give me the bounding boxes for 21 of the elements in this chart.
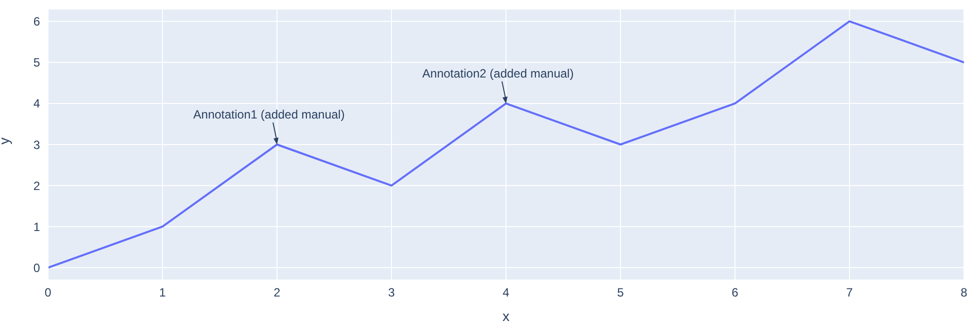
- x-tick-label: 0: [44, 286, 52, 300]
- x-tick-label: 1: [159, 286, 166, 300]
- y-tick-label: 0: [33, 260, 40, 275]
- x-axis-title: x: [502, 308, 510, 323]
- y-tick-label: 4: [33, 96, 40, 111]
- x-tick-label: 4: [502, 286, 510, 300]
- x-tick-label: 5: [617, 286, 624, 300]
- y-tick-label: 2: [33, 178, 40, 193]
- x-tick-label: 2: [274, 286, 281, 300]
- y-tick-label: 1: [33, 220, 40, 234]
- y-tick-label: 6: [33, 14, 40, 29]
- y-tick-label: 3: [33, 138, 40, 152]
- annotation: Annotation2 (added manual): [422, 66, 574, 80]
- annotation: Annotation1 (added manual): [193, 108, 345, 122]
- x-tick-label: 3: [388, 286, 396, 300]
- x-tick-label: 6: [732, 286, 739, 300]
- line-series: [48, 20, 964, 269]
- x-tick-label: 8: [960, 286, 968, 300]
- y-axis-title: y: [0, 138, 12, 144]
- x-tick-label: 7: [846, 286, 854, 300]
- y-tick-label: 5: [33, 56, 40, 70]
